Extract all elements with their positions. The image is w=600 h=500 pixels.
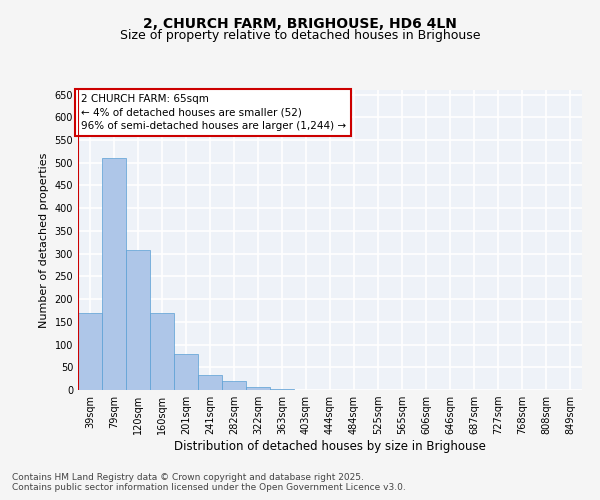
Bar bbox=[78, 312, 102, 390]
Text: 2 CHURCH FARM: 65sqm
← 4% of detached houses are smaller (52)
96% of semi-detach: 2 CHURCH FARM: 65sqm ← 4% of detached ho… bbox=[80, 94, 346, 131]
X-axis label: Distribution of detached houses by size in Brighouse: Distribution of detached houses by size … bbox=[174, 440, 486, 453]
Text: Contains HM Land Registry data © Crown copyright and database right 2025.: Contains HM Land Registry data © Crown c… bbox=[12, 472, 364, 482]
Bar bbox=[126, 250, 150, 390]
Bar bbox=[174, 354, 198, 390]
Bar bbox=[150, 312, 174, 390]
Text: Contains public sector information licensed under the Open Government Licence v3: Contains public sector information licen… bbox=[12, 484, 406, 492]
Bar bbox=[198, 374, 222, 390]
Text: Size of property relative to detached houses in Brighouse: Size of property relative to detached ho… bbox=[120, 29, 480, 42]
Bar bbox=[270, 389, 294, 390]
Y-axis label: Number of detached properties: Number of detached properties bbox=[39, 152, 49, 328]
Bar bbox=[246, 388, 270, 390]
Bar bbox=[102, 158, 126, 390]
Bar bbox=[222, 381, 246, 390]
Text: 2, CHURCH FARM, BRIGHOUSE, HD6 4LN: 2, CHURCH FARM, BRIGHOUSE, HD6 4LN bbox=[143, 18, 457, 32]
